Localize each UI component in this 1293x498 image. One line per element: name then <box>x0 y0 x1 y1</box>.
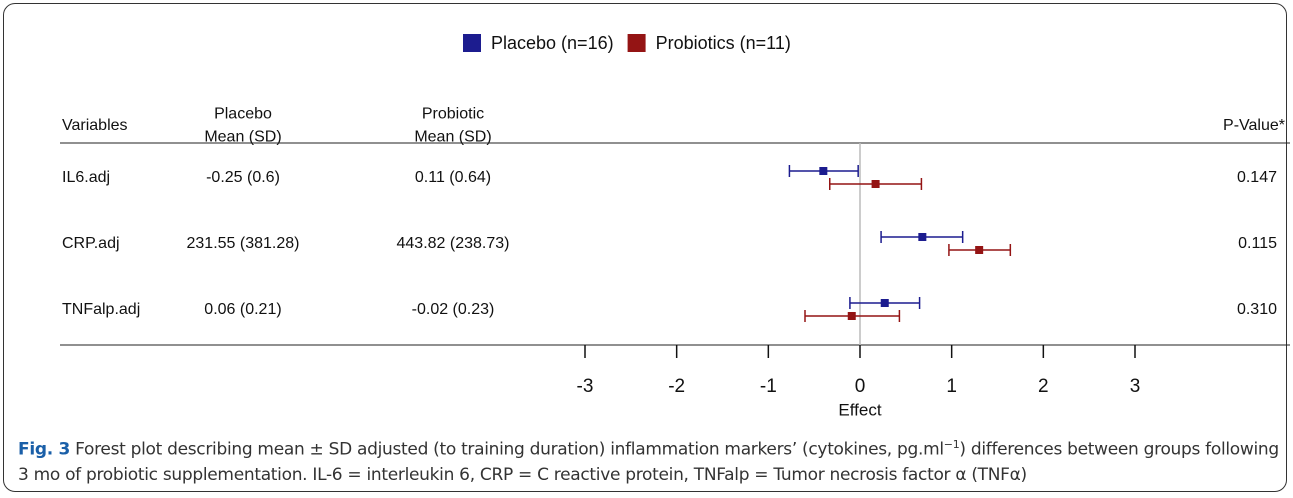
cell: -0.02 (0.23) <box>412 301 495 318</box>
legend-label: Placebo (n=16) <box>491 33 614 53</box>
x-tick-label: -1 <box>760 376 777 397</box>
cell: CRP.adj <box>62 235 120 252</box>
column-header: Variables <box>62 117 128 134</box>
point-estimate <box>847 312 856 320</box>
chart: Placebo (n=16) Probiotics (n=11) Variables… <box>60 33 1290 419</box>
legend-label: Probiotics (n=11) <box>656 33 791 53</box>
caption-superscript: −1 <box>943 438 960 451</box>
point-estimate <box>819 167 828 175</box>
point-estimate <box>918 233 927 241</box>
legend-swatch <box>463 34 481 52</box>
cell: TNFalp.adj <box>62 301 140 318</box>
point-estimate <box>880 299 889 307</box>
column-header: Placebo <box>214 106 272 123</box>
column-header: Mean (SD) <box>414 129 491 146</box>
caption-text: Forest plot describing mean ± SD adjuste… <box>75 439 944 460</box>
x-tick-label: 0 <box>855 376 866 397</box>
cell: IL6.adj <box>62 169 110 186</box>
cell: 0.11 (0.64) <box>415 169 491 186</box>
x-tick-label: 3 <box>1130 376 1141 397</box>
cell: -0.25 (0.6) <box>206 169 280 186</box>
x-tick-label: 2 <box>1038 376 1049 397</box>
caption-text: ) differences between groups following 3… <box>18 439 1279 485</box>
cell: 0.147 <box>1237 169 1277 186</box>
point-estimate <box>975 246 984 254</box>
cell: 0.06 (0.21) <box>204 301 281 318</box>
x-tick-label: -2 <box>668 376 685 397</box>
cell: 0.310 <box>1237 301 1277 318</box>
x-tick-label: 1 <box>946 376 957 397</box>
caption: Fig. 3 Forest plot describing mean ± SD … <box>18 432 1280 488</box>
column-header: P-Value* <box>1223 117 1285 134</box>
legend-swatch <box>627 34 646 52</box>
x-axis-title: Effect <box>838 400 881 419</box>
caption-label: Fig. 3 <box>18 439 71 460</box>
column-header: Probiotic <box>422 106 484 123</box>
point-estimate <box>871 180 880 188</box>
figure-frame <box>3 3 1287 492</box>
cell: 443.82 (238.73) <box>397 235 510 252</box>
x-tick-label: -3 <box>577 376 594 397</box>
cell: 0.115 <box>1238 235 1277 252</box>
column-header: Mean (SD) <box>204 129 281 146</box>
cell: 231.55 (381.28) <box>187 235 300 252</box>
